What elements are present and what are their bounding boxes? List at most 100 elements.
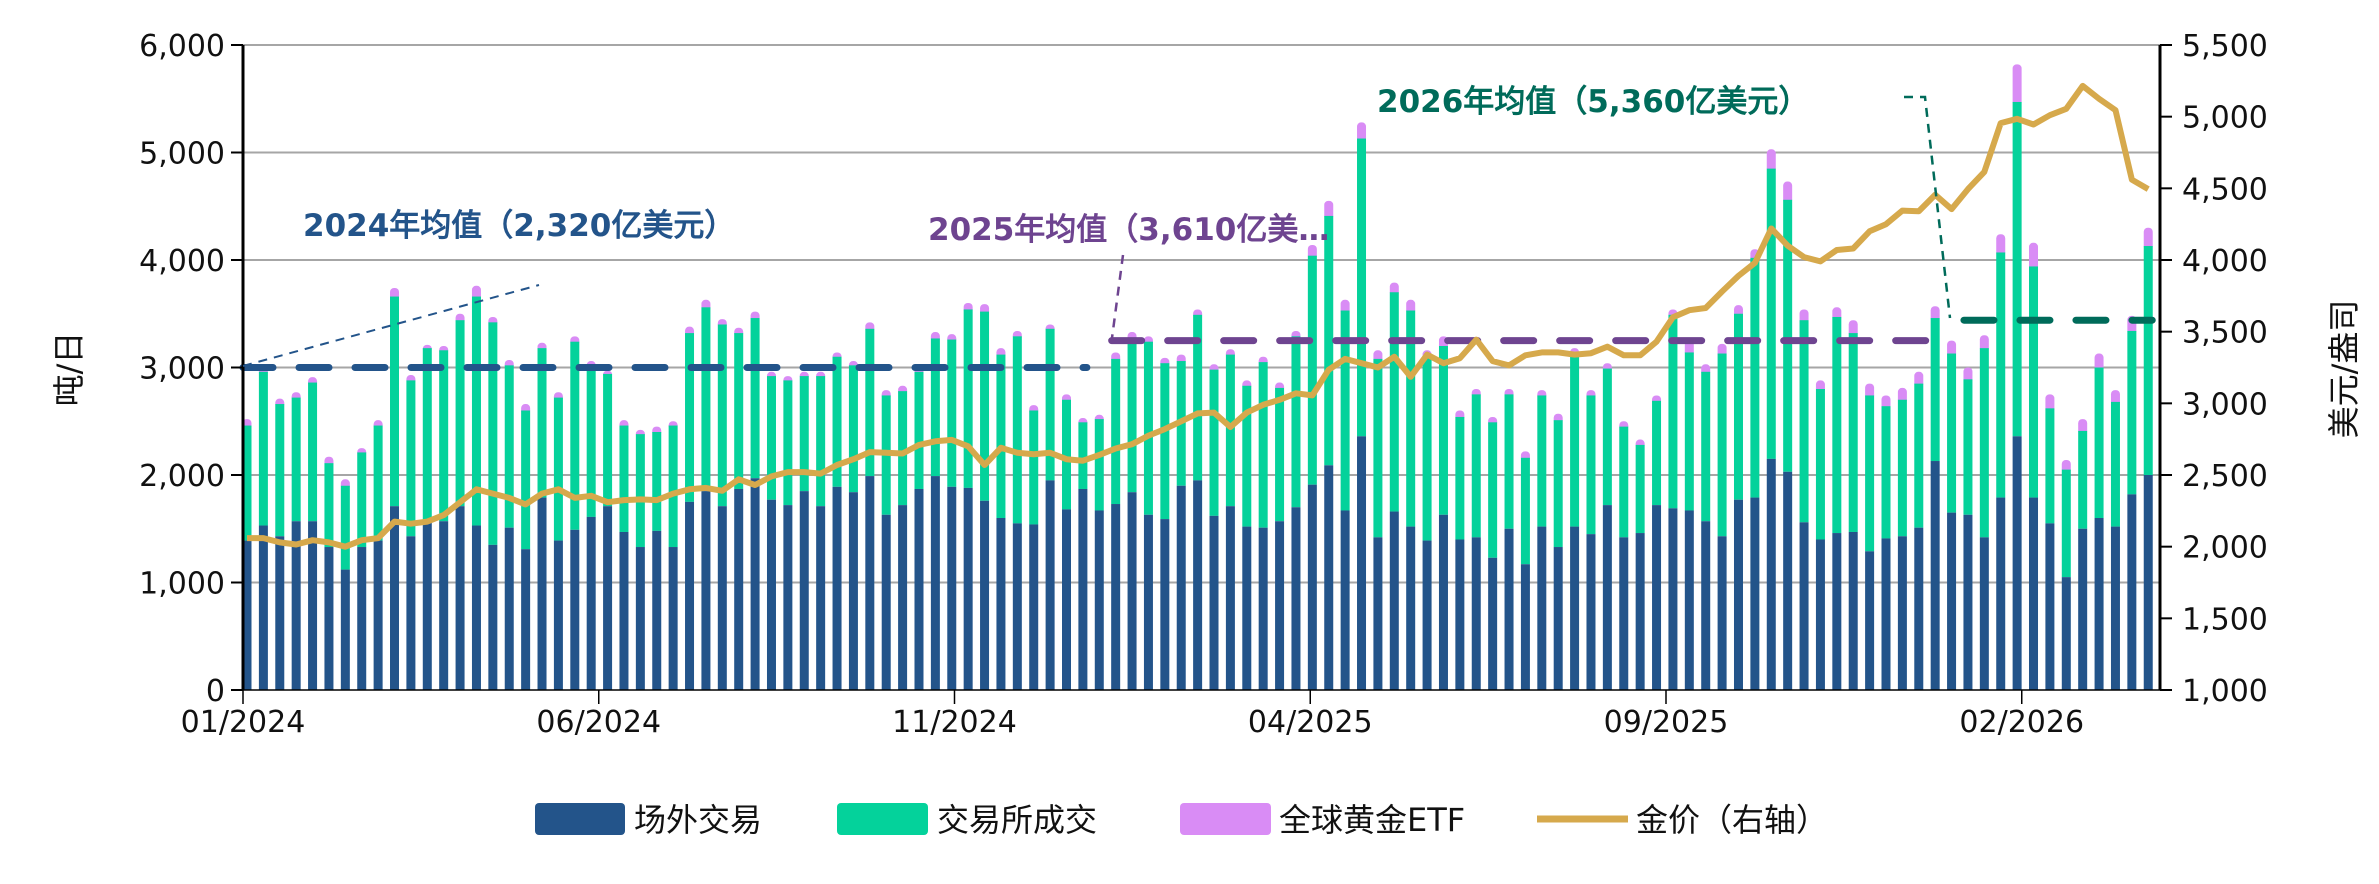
bar-stack <box>1439 336 1448 690</box>
bar-stack <box>1324 201 1333 690</box>
bar-stack <box>800 372 809 690</box>
right-tick-label: 3,500 <box>2182 316 2268 351</box>
bar-exchange <box>1882 406 1891 538</box>
legend-item-exchange: 交易所成交 <box>837 801 1097 839</box>
bar-stack <box>849 361 858 690</box>
bar-otc <box>554 541 563 690</box>
right-axis-ticks: 1,0001,5002,0002,5003,0003,5004,0004,500… <box>2160 29 2268 709</box>
bar-stack <box>1029 405 1038 690</box>
bar-exchange <box>2062 470 2071 578</box>
bar-otc <box>1783 472 1792 690</box>
bar-exchange <box>914 372 923 489</box>
bar-exchange <box>324 463 333 547</box>
bar-exchange <box>718 325 727 507</box>
bar-exchange <box>603 374 612 506</box>
bar-otc <box>1242 527 1251 690</box>
bar-otc <box>1586 534 1595 690</box>
bar-exchange <box>2111 402 2120 527</box>
legend-swatch-otc <box>535 803 625 835</box>
bar-exchange <box>816 376 825 506</box>
bar-otc <box>275 536 284 690</box>
bar-stack <box>833 352 842 690</box>
bar-exchange <box>1062 400 1071 510</box>
bar-exchange <box>1029 411 1038 525</box>
bar-exchange <box>1160 363 1169 519</box>
right-tick-label: 3,000 <box>2182 387 2268 422</box>
bar-stack <box>1636 440 1645 690</box>
x-tick-label: 09/2025 <box>1604 705 1729 740</box>
bar-stack <box>701 300 710 690</box>
x-tick-label: 04/2025 <box>1248 705 1373 740</box>
bar-exchange <box>1652 401 1661 505</box>
bar-otc <box>1554 547 1563 690</box>
bar-stack <box>1750 249 1759 690</box>
bar-otc <box>718 506 727 690</box>
bar-otc <box>1390 512 1399 690</box>
legend-swatch-etf <box>1180 803 1271 835</box>
bar-exchange <box>374 426 383 541</box>
bar-stack <box>1111 352 1120 690</box>
bar-exchange <box>488 322 497 545</box>
bar-exchange <box>734 333 743 489</box>
bar-otc <box>1816 540 1825 691</box>
bar-otc <box>423 521 432 690</box>
bar-otc <box>751 478 760 690</box>
left-tick-label: 4,000 <box>139 244 225 279</box>
bar-stack <box>357 448 366 690</box>
bar-otc <box>2127 494 2136 690</box>
bar-exchange <box>357 452 366 547</box>
bar-stack <box>1882 395 1891 690</box>
bar-exchange <box>1357 139 1366 437</box>
bar-exchange <box>1914 384 1923 528</box>
bar-exchange <box>341 486 350 570</box>
bar-exchange <box>1570 352 1579 526</box>
bar-stack <box>2062 460 2071 690</box>
bar-stack <box>1455 411 1464 691</box>
x-tick-label: 01/2024 <box>181 705 306 740</box>
bar-otc <box>406 536 415 690</box>
bar-otc <box>865 476 874 690</box>
bar-otc <box>996 518 1005 690</box>
bar-exchange <box>1980 348 1989 537</box>
bar-otc <box>652 531 661 690</box>
bar-exchange <box>1308 256 1317 485</box>
bar-otc <box>1046 480 1055 690</box>
bar-otc <box>2095 518 2104 690</box>
bar-exchange <box>1259 362 1268 528</box>
bar-exchange <box>947 340 956 487</box>
bar-stack <box>898 386 907 690</box>
legend-label-exchange: 交易所成交 <box>937 801 1097 839</box>
bar-otc <box>1013 523 1022 690</box>
bar-otc <box>1931 461 1940 690</box>
bar-stack <box>1718 344 1727 690</box>
bar-otc <box>882 515 891 690</box>
avg-2026-leader-line <box>1904 97 1950 318</box>
bar-exchange <box>701 307 710 491</box>
bar-otc <box>1652 505 1661 690</box>
bar-stack <box>1816 380 1825 690</box>
bar-exchange <box>1832 317 1841 533</box>
bar-stack <box>734 328 743 690</box>
bar-stack <box>1242 380 1251 690</box>
bar-stack <box>1931 306 1940 690</box>
bar-otc <box>669 547 678 690</box>
bar-exchange <box>898 391 907 505</box>
bar-exchange <box>669 426 678 547</box>
bar-otc <box>2029 498 2038 690</box>
bar-otc <box>1603 505 1612 690</box>
bar-exchange <box>996 355 1005 518</box>
bar-otc <box>1800 522 1809 690</box>
bar-exchange <box>1947 354 1956 513</box>
bar-stack <box>374 420 383 690</box>
bar-stack <box>1570 348 1579 690</box>
bar-stack <box>1963 368 1972 691</box>
bar-stack <box>931 332 940 690</box>
bar-stack <box>2144 228 2153 690</box>
right-tick-label: 4,000 <box>2182 244 2268 279</box>
bar-otc <box>1226 506 1235 690</box>
bar-stack <box>1554 414 1563 690</box>
bar-stack <box>554 392 563 690</box>
left-tick-label: 3,000 <box>139 352 225 387</box>
bar-stack <box>1734 305 1743 690</box>
